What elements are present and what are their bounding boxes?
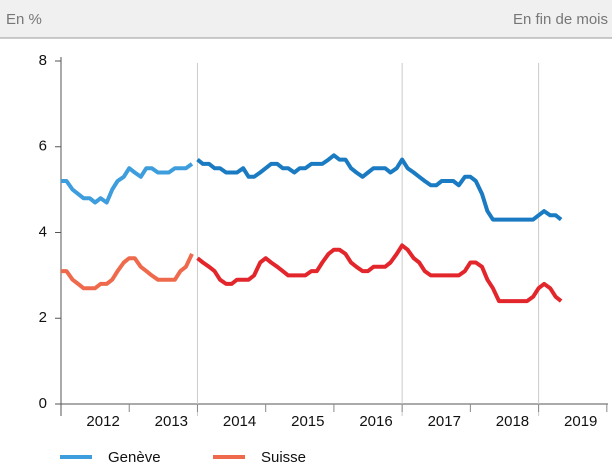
x-tick-label: 2015 [291, 413, 324, 430]
header-band [0, 0, 612, 38]
x-tick-label: 2019 [564, 413, 597, 430]
series-line [61, 253, 194, 291]
y-tick-label: 8 [39, 52, 47, 69]
y-tick-label: 6 [39, 138, 47, 155]
x-tick-label: 2012 [86, 413, 119, 430]
legend-label: Genève [108, 449, 161, 466]
x-tick-label: 2017 [428, 413, 461, 430]
x-tick-label: 2018 [496, 413, 529, 430]
series-line [196, 243, 563, 304]
x-tick-label: 2016 [359, 413, 392, 430]
header-right: En fin de mois [513, 11, 608, 28]
series-line [196, 153, 563, 222]
y-tick-label: 2 [39, 309, 47, 326]
y-tick-label: 4 [39, 223, 47, 240]
header-left: En % [6, 11, 42, 28]
legend-label: Suisse [261, 449, 306, 466]
series-line [61, 162, 194, 205]
x-tick-label: 2013 [155, 413, 188, 430]
y-tick-label: 0 [39, 395, 47, 412]
x-tick-label: 2014 [223, 413, 256, 430]
